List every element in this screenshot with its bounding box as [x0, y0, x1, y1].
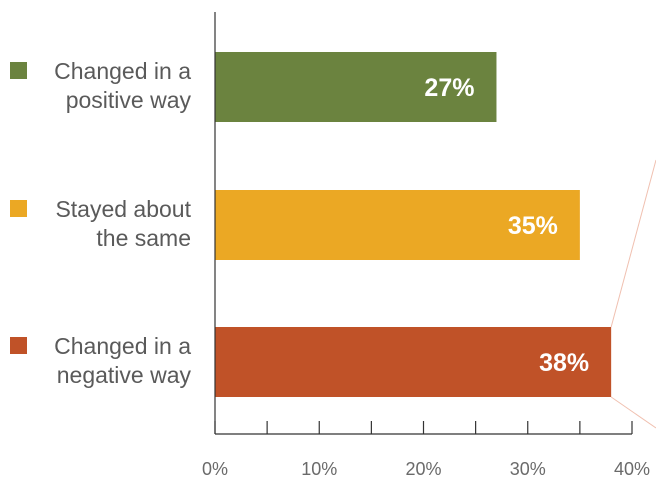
- callout-line-bottom: [610, 396, 656, 429]
- x-tick-label: 20%: [405, 459, 441, 479]
- x-tick-label: 40%: [614, 459, 650, 479]
- legend-swatch: [10, 62, 27, 79]
- legend-swatch: [10, 200, 27, 217]
- legend-swatch: [10, 337, 27, 354]
- bars: [215, 52, 612, 397]
- x-tick-label: 30%: [510, 459, 546, 479]
- bar: [215, 190, 580, 260]
- bar: [215, 52, 497, 122]
- callout-line-top: [610, 159, 656, 328]
- category-label: Changed in a: [54, 333, 191, 359]
- axes: 0% 10% 20% 30% 40%: [202, 12, 650, 479]
- x-tick-label: 0%: [202, 459, 228, 479]
- category-label: Stayed about: [55, 196, 191, 222]
- bar: [215, 327, 612, 397]
- category-label: negative way: [57, 362, 192, 388]
- bar-value-labels: 27% 35% 38%: [424, 74, 589, 377]
- category-legend: Changed in a positive way Stayed about the …: [10, 58, 192, 388]
- bar-value-label: 27%: [424, 74, 474, 102]
- x-tick-label: 10%: [301, 459, 337, 479]
- bar-value-label: 35%: [508, 212, 558, 240]
- category-label: the same: [96, 225, 191, 251]
- callout-lines: [610, 159, 656, 429]
- category-label: positive way: [66, 87, 192, 113]
- category-label: Changed in a: [54, 58, 191, 84]
- bar-value-label: 38%: [539, 349, 589, 377]
